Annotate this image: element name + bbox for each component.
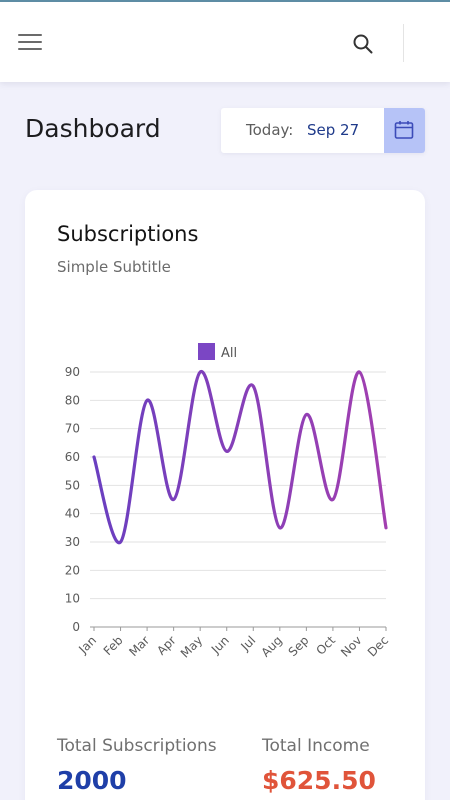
data-point	[92, 455, 96, 459]
x-tick-label: Feb	[101, 633, 126, 658]
y-tick-label: 40	[65, 507, 80, 521]
data-point	[119, 540, 123, 544]
data-point	[198, 370, 202, 374]
x-tick-label: Nov	[338, 633, 364, 659]
y-tick-label: 20	[65, 563, 80, 577]
card-subtitle: Simple Subtitle	[57, 258, 171, 276]
data-point	[357, 370, 361, 374]
today-label: Today:	[246, 121, 294, 139]
total-income-value: $625.50	[262, 766, 376, 795]
data-point	[225, 449, 229, 453]
data-point	[172, 498, 176, 502]
x-tick-label: Aug	[258, 633, 284, 659]
data-point	[331, 498, 335, 502]
y-tick-label: 0	[72, 620, 80, 634]
series-line-all	[92, 370, 388, 545]
card-title: Subscriptions	[57, 222, 199, 246]
top-app-bar	[0, 2, 450, 82]
data-point	[278, 526, 282, 530]
search-icon[interactable]	[351, 32, 375, 56]
y-tick-label: 70	[65, 422, 80, 436]
data-point	[145, 398, 149, 402]
x-tick-label: Mar	[126, 633, 152, 659]
today-date-value: Sep 27	[307, 121, 360, 139]
y-tick-label: 30	[65, 535, 80, 549]
top-accent-line	[0, 0, 450, 2]
x-tick-label: Oct	[313, 633, 338, 658]
x-tick-label: Jun	[208, 633, 232, 657]
x-tick-label: Apr	[154, 633, 179, 658]
total-subscriptions-label: Total Subscriptions	[57, 736, 217, 756]
x-tick-label: Jan	[75, 633, 99, 657]
hamburger-menu-icon[interactable]	[18, 32, 42, 52]
y-tick-label: 60	[65, 450, 80, 464]
total-income-label: Total Income	[262, 736, 370, 756]
toolbar-divider	[403, 24, 404, 62]
legend-label: All	[221, 346, 237, 361]
data-point	[304, 413, 308, 417]
data-point	[251, 384, 255, 388]
data-point	[384, 526, 388, 530]
x-tick-label: May	[178, 633, 205, 660]
y-tick-label: 50	[65, 478, 80, 492]
today-date-picker[interactable]: Today: Sep 27	[221, 108, 425, 153]
legend-swatch	[198, 343, 215, 360]
x-tick-label: Sep	[286, 633, 312, 659]
x-tick-label: Dec	[365, 633, 391, 659]
y-tick-label: 90	[65, 365, 80, 379]
x-tick-label: Jul	[238, 633, 259, 654]
total-subscriptions-value: 2000	[57, 766, 127, 795]
y-tick-label: 10	[65, 592, 80, 606]
page-title: Dashboard	[25, 114, 161, 143]
subscriptions-line-chart: 0 10 20 30 40 50 60 70 80 90 Jan Feb Mar Apr May Jun Jul…	[65, 343, 391, 661]
subscriptions-card: Subscriptions Simple Subtitle 0 10 20 30 40 5…	[25, 190, 425, 800]
calendar-icon	[394, 121, 414, 139]
y-tick-label: 80	[65, 393, 80, 407]
calendar-button[interactable]	[384, 108, 425, 153]
